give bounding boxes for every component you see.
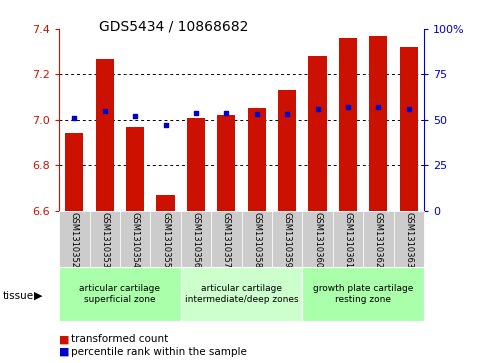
Bar: [126, 127, 144, 211]
Point: [192, 110, 200, 115]
Bar: [309, 56, 327, 211]
Bar: [302, 267, 424, 321]
Point: [405, 106, 413, 112]
Text: GSM1310361: GSM1310361: [344, 212, 352, 268]
Bar: [120, 211, 150, 267]
Text: percentile rank within the sample: percentile rank within the sample: [71, 347, 247, 357]
Bar: [302, 211, 333, 267]
Bar: [187, 118, 205, 211]
Point: [222, 110, 230, 115]
Point: [101, 108, 108, 114]
Bar: [400, 47, 418, 211]
Text: GSM1310355: GSM1310355: [161, 212, 170, 268]
Bar: [181, 211, 211, 267]
Bar: [65, 133, 83, 211]
Text: ▶: ▶: [34, 291, 42, 301]
Text: tissue: tissue: [2, 291, 34, 301]
Point: [314, 106, 321, 112]
Text: GSM1310358: GSM1310358: [252, 212, 261, 268]
Text: ■: ■: [59, 347, 70, 357]
Text: ■: ■: [59, 334, 70, 344]
Text: articular cartilage
superficial zone: articular cartilage superficial zone: [79, 284, 160, 304]
Bar: [217, 115, 236, 211]
Bar: [278, 90, 296, 211]
Point: [70, 115, 78, 121]
Bar: [211, 211, 242, 267]
Text: GSM1310356: GSM1310356: [191, 212, 201, 268]
Text: GSM1310357: GSM1310357: [222, 212, 231, 268]
Text: GSM1310353: GSM1310353: [100, 212, 109, 268]
Bar: [181, 267, 302, 321]
Bar: [272, 211, 302, 267]
Text: GSM1310363: GSM1310363: [404, 212, 413, 269]
Bar: [369, 36, 387, 211]
Bar: [96, 58, 114, 211]
Bar: [333, 211, 363, 267]
Text: GSM1310359: GSM1310359: [282, 212, 292, 268]
Point: [162, 122, 170, 128]
Point: [131, 113, 139, 119]
Bar: [393, 211, 424, 267]
Bar: [59, 211, 90, 267]
Bar: [363, 211, 393, 267]
Point: [283, 111, 291, 117]
Text: GDS5434 / 10868682: GDS5434 / 10868682: [99, 20, 248, 34]
Point: [375, 104, 383, 110]
Bar: [59, 267, 181, 321]
Text: GSM1310352: GSM1310352: [70, 212, 79, 268]
Bar: [90, 211, 120, 267]
Bar: [247, 109, 266, 211]
Text: GSM1310360: GSM1310360: [313, 212, 322, 268]
Point: [253, 111, 261, 117]
Bar: [156, 195, 175, 211]
Bar: [150, 211, 181, 267]
Bar: [339, 38, 357, 211]
Bar: [242, 211, 272, 267]
Text: transformed count: transformed count: [71, 334, 169, 344]
Text: GSM1310362: GSM1310362: [374, 212, 383, 268]
Text: GSM1310354: GSM1310354: [131, 212, 140, 268]
Point: [344, 104, 352, 110]
Text: growth plate cartilage
resting zone: growth plate cartilage resting zone: [313, 284, 413, 304]
Text: articular cartilage
intermediate/deep zones: articular cartilage intermediate/deep zo…: [185, 284, 298, 304]
